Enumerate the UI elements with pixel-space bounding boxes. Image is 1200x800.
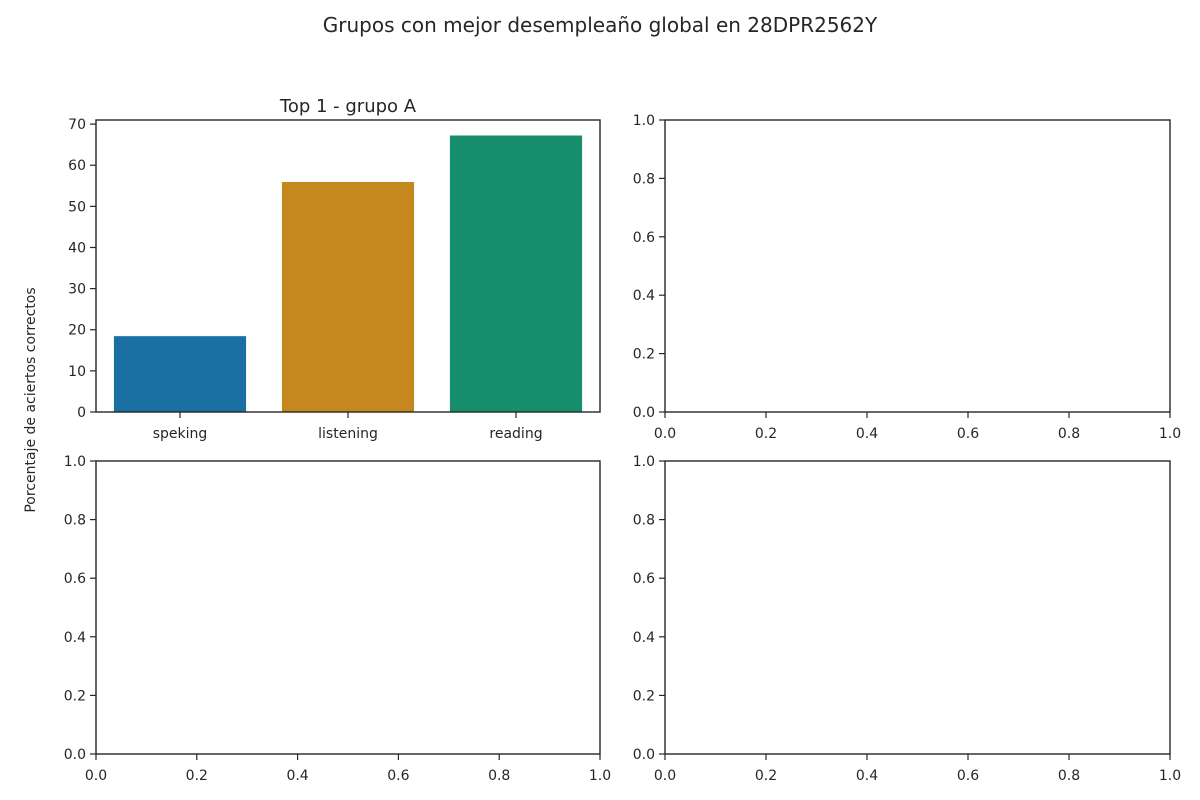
x-tick-label: speking [153,426,208,442]
y-axis-label: Porcentaje de aciertos correctos [23,287,39,512]
x-tick-label: 0.8 [1058,426,1080,442]
y-tick-label: 0.0 [633,747,655,763]
y-tick-label: 50 [68,199,86,215]
chart-panel-top-right: 0.0 0.2 0.4 0.6 0.8 1.0 0.0 0.2 0.4 0.6 0.8 1.0 [633,113,1181,442]
y-tick-label: 0.6 [633,230,655,246]
y-tick-label: 30 [68,282,86,298]
y-tick-label: 0 [77,405,86,421]
y-tick-label: 0.4 [633,630,655,646]
x-tick-label: 0.2 [186,768,208,784]
axes-frame [664,460,1171,755]
y-tick-label: 0.8 [633,513,655,529]
x-tick-label: 0.0 [85,768,107,784]
x-tick-label: 0.8 [1058,768,1080,784]
y-tick-label: 1.0 [64,454,86,470]
y-tick-label: 0.0 [633,405,655,421]
y-tick-label: 0.0 [64,747,86,763]
y-tick-label: 40 [68,240,86,256]
x-tick-label: 0.6 [387,768,409,784]
chart-panel-bottom-right: 0.0 0.2 0.4 0.6 0.8 1.0 0.0 0.2 0.4 0.6 0.8 1.0 [633,454,1181,784]
figure-title: Grupos con mejor desempleaño global en 2… [323,13,878,37]
y-tick-label: 0.6 [633,571,655,587]
x-tick-label: listening [318,426,378,442]
x-tick-label: 0.4 [856,768,878,784]
y-tick-label: 10 [68,364,86,380]
y-tick-label: 70 [68,117,86,133]
x-tick-label: 0.4 [856,426,878,442]
x-tick-label: 1.0 [1159,426,1181,442]
x-tick-label: 0.8 [488,768,510,784]
y-tick-label: 0.4 [64,630,86,646]
x-tick-label: 1.0 [1159,768,1181,784]
y-tick-label: 1.0 [633,113,655,129]
y-tick-label: 0.2 [633,688,655,704]
panel-title: Top 1 - grupo A [279,96,417,117]
y-tick-label: 0.8 [64,513,86,529]
chart-panel-bottom-left: 0.0 0.2 0.4 0.6 0.8 1.0 0.0 0.2 0.4 0.6 0.8 1.0 [64,454,611,784]
x-tick-label: 0.0 [654,426,676,442]
x-tick-label: 0.4 [286,768,308,784]
x-tick-label: 1.0 [589,768,611,784]
chart-panel-top-left: speking listening reading 0 10 20 30 40 50 60 70 To… [68,96,601,442]
y-tick-label: 1.0 [633,454,655,470]
x-tick-label: reading [489,426,542,442]
x-tick-label: 0.0 [654,768,676,784]
y-tick-label: 0.4 [633,288,655,304]
axes-frame [664,119,1171,413]
bar-speking [113,335,247,413]
bar-reading [449,134,583,413]
y-tick-label: 0.2 [633,347,655,363]
axes-frame [95,460,601,755]
y-tick-label: 0.8 [633,171,655,187]
y-tick-label: 0.2 [64,688,86,704]
y-tick-label: 0.6 [64,571,86,587]
y-tick-label: 20 [68,323,86,339]
bar-listening [281,181,415,413]
x-tick-label: 0.2 [755,426,777,442]
y-tick-label: 60 [68,158,86,174]
x-tick-label: 0.6 [957,426,979,442]
x-tick-label: 0.2 [755,768,777,784]
x-tick-label: 0.6 [957,768,979,784]
axes-frame [95,119,601,413]
